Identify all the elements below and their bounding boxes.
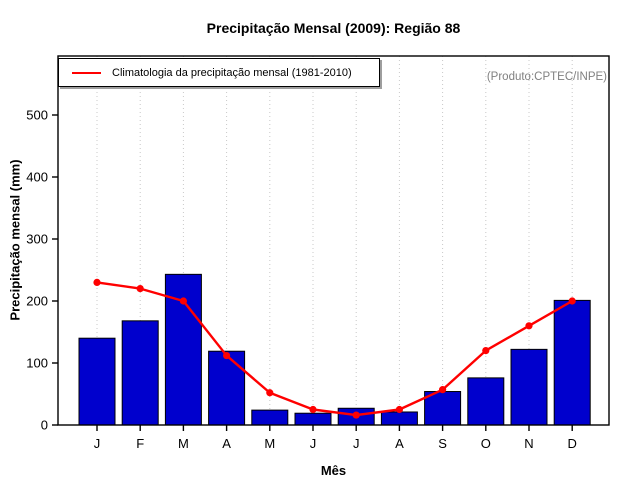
x-tick-label: S <box>438 436 447 451</box>
x-tick-label: J <box>94 436 101 451</box>
x-tick-label: A <box>395 436 404 451</box>
bar-D-11 <box>553 299 591 426</box>
x-tick-label: J <box>310 436 317 451</box>
bar-J-5 <box>294 412 332 426</box>
climatology-point-A-3 <box>223 351 231 360</box>
climatology-point-J-5 <box>309 405 317 414</box>
climatology-line <box>95 281 574 417</box>
bar-J-0 <box>78 337 116 426</box>
x-tick-label: O <box>481 436 491 451</box>
climatology-point-F-1 <box>136 285 144 293</box>
bar-A-7 <box>380 411 418 426</box>
x-tick-label: J <box>353 436 360 451</box>
legend-label: Climatologia da precipitação mensal (198… <box>112 66 352 79</box>
y-tick-label: 300 <box>26 232 48 247</box>
x-axis-label: Mês <box>320 463 347 478</box>
climatology-point-S-8 <box>439 386 447 394</box>
bar-A-3 <box>208 350 246 426</box>
bar-F-1 <box>121 320 159 426</box>
x-tick-label: F <box>136 436 144 451</box>
y-tick-label: 100 <box>26 356 48 371</box>
climatology-point-J-6 <box>352 411 360 419</box>
climatology-point-N-10 <box>525 322 533 330</box>
climatology-point-J-0 <box>93 278 101 286</box>
y-tick-label: 0 <box>41 418 48 433</box>
legend-line-icon <box>72 71 101 74</box>
climatology-point-O-9 <box>482 347 490 355</box>
bar-O-9 <box>467 377 505 426</box>
x-tick-label: M <box>178 436 189 451</box>
y-tick-label: 400 <box>26 170 48 185</box>
bar-N-10 <box>510 348 548 426</box>
legend-box: Climatologia da precipitação mensal (198… <box>58 58 380 87</box>
climatology-point-A-7 <box>395 405 403 414</box>
x-tick-label: M <box>264 436 275 451</box>
climatology-point-D-11 <box>568 297 576 305</box>
bar-M-4 <box>251 409 289 426</box>
climatology-point-M-4 <box>266 389 274 397</box>
x-tick-label: A <box>222 436 231 451</box>
x-tick-label: D <box>568 436 577 451</box>
y-tick-label: 200 <box>26 294 48 309</box>
product-annotation: (Produto:CPTEC/INPE) <box>486 71 607 83</box>
chart-title: Precipitação Mensal (2009): Região 88 <box>206 20 461 36</box>
x-tick-label: N <box>524 436 533 451</box>
plot-box <box>57 55 610 426</box>
climatology-point-M-2 <box>179 297 187 305</box>
y-tick-label: 500 <box>26 108 48 123</box>
